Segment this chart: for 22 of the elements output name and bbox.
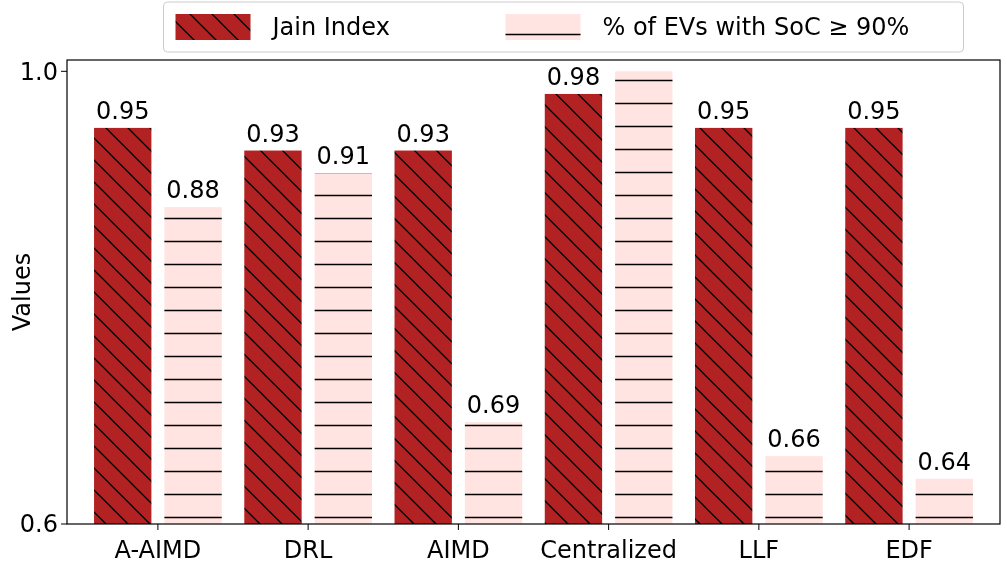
data-label: 0.98 [546,62,601,91]
data-label: 0.91 [316,142,371,171]
legend-label: % of EVs with SoC ≥ 90% [602,13,910,42]
y-axis-title: Values [8,252,36,332]
data-label: 0.93 [246,119,300,148]
legend-label: Jain Index [270,13,390,42]
x-tick-label: DRL [283,536,334,564]
data-label: 0.95 [696,96,751,125]
y-tick-label: 1.0 [19,57,58,86]
x-tick-label: EDF [885,536,933,564]
data-label: 0.69 [466,391,521,420]
data-label: 0.95 [847,96,901,125]
data-label: 0.93 [396,119,450,148]
data-label: 0.88 [166,176,220,205]
data-label: 0.95 [96,96,150,125]
data-label: 0.64 [917,447,971,476]
x-tick-label: AIMD [427,536,490,564]
x-tick-label: Centralized [540,536,677,564]
data-label: 0.66 [767,425,821,454]
y-tick-label: 0.6 [19,510,58,539]
x-tick-label: A-AIMD [114,536,202,564]
x-tick-label: LLF [738,536,780,564]
